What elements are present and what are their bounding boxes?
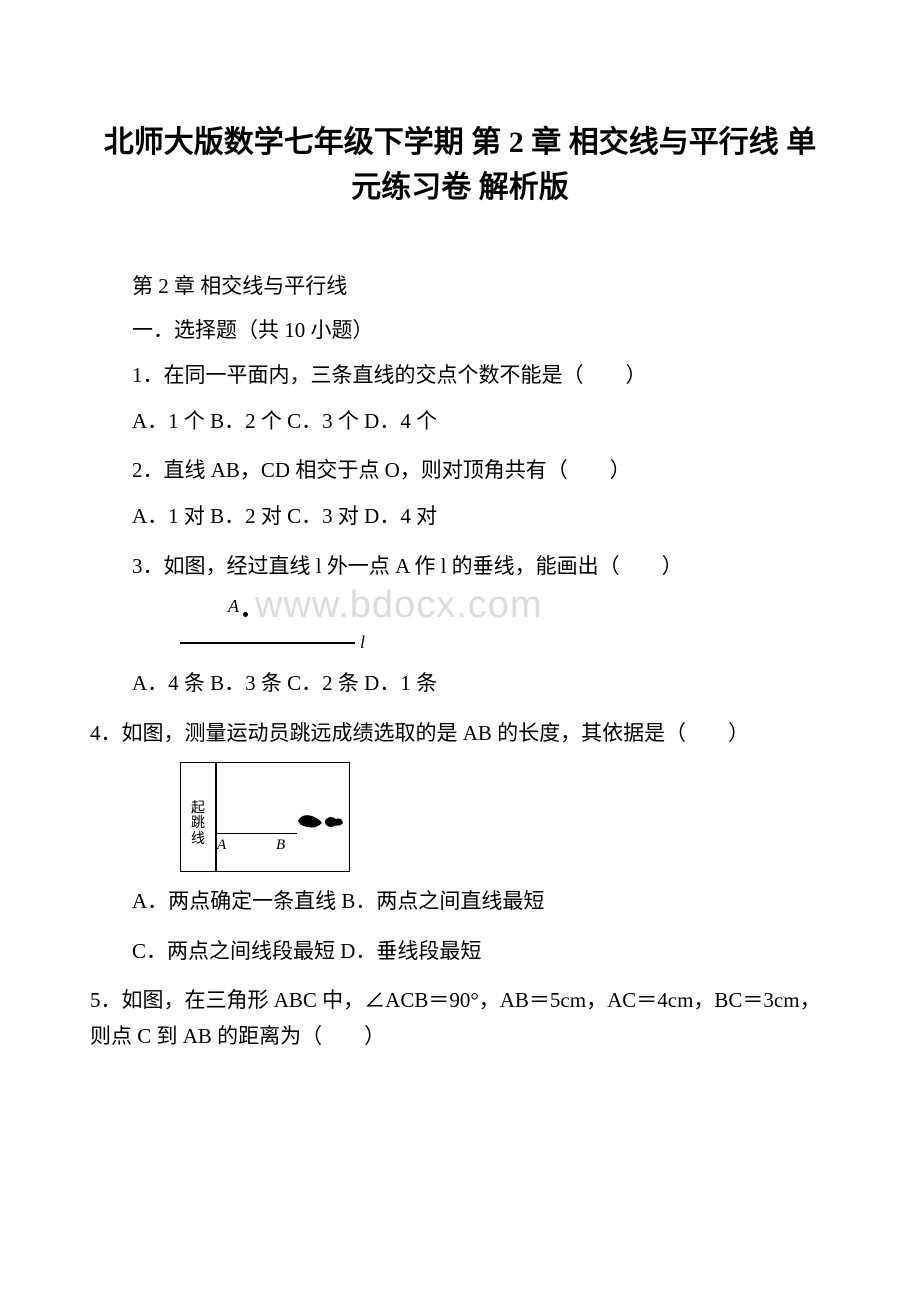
point-b-label: B xyxy=(276,837,285,854)
question-2-options: A．1 对 B．2 对 C．3 对 D．4 对 xyxy=(90,499,830,535)
point-a-dot xyxy=(243,612,248,617)
question-3-options: A．4 条 B．3 条 C．2 条 D．1 条 xyxy=(90,666,830,702)
question-1-text: 1．在同一平面内，三条直线的交点个数不能是（ ） xyxy=(90,358,830,394)
line-l-label: l xyxy=(360,632,365,653)
chapter-subtitle: 第 2 章 相交线与平行线 xyxy=(90,270,830,300)
question-4-text: 4．如图，测量运动员跳远成绩选取的是 AB 的长度，其依据是（ ） xyxy=(90,716,830,752)
point-a-label: A xyxy=(217,837,226,854)
question-4-figure: 起跳线 A B xyxy=(180,762,830,872)
takeoff-label: 起跳线 xyxy=(185,801,211,847)
watermark-text: www.bdocx.com xyxy=(255,584,543,627)
line-l xyxy=(180,642,355,644)
question-1-options: A．1 个 B．2 个 C．3 个 D．4 个 xyxy=(90,404,830,440)
question-4-options-ab: A．两点确定一条直线 B．两点之间直线最短 xyxy=(90,884,830,920)
section-heading: 一．选择题（共 10 小题） xyxy=(90,314,830,344)
question-5-text: 5．如图，在三角形 ABC 中，∠ACB＝90°，AB＝5cm，AC＝4cm，B… xyxy=(90,983,830,1054)
question-4-options-cd: C．两点之间线段最短 D．垂线段最短 xyxy=(90,934,830,970)
question-3-figure: www.bdocx.com A l xyxy=(180,594,830,654)
point-a-label: A xyxy=(228,596,239,617)
takeoff-line xyxy=(215,763,217,871)
question-2-text: 2．直线 AB，CD 相交于点 O，则对顶角共有（ ） xyxy=(90,453,830,489)
question-3-text: 3．如图，经过直线 l 外一点 A 作 l 的垂线，能画出（ ） xyxy=(90,549,830,585)
segment-ab xyxy=(217,833,297,835)
footprint-icon xyxy=(296,811,344,833)
page-title: 北师大版数学七年级下学期 第 2 章 相交线与平行线 单元练习卷 解析版 xyxy=(90,120,830,210)
